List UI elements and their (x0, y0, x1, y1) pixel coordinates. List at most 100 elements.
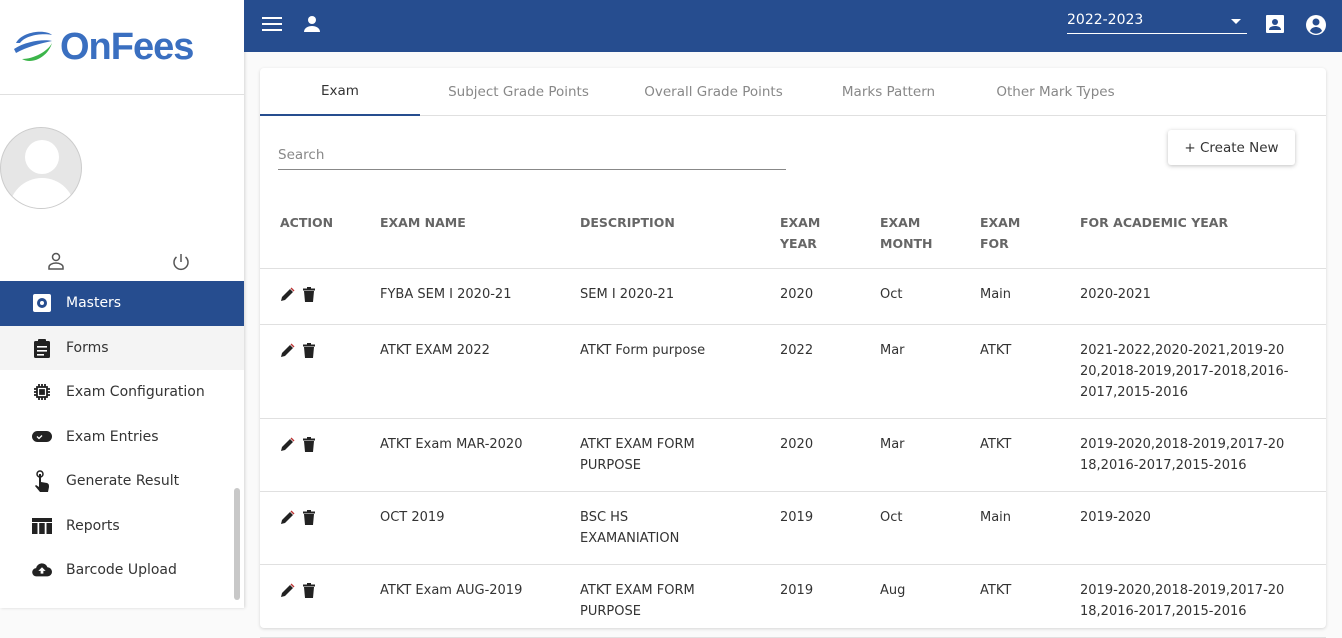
table-row: FYBA SEM I 2020-21 SEM I 2020-21 2020 Oct Ma… (260, 268, 1326, 325)
touch-icon (32, 470, 52, 493)
exam-year-cell: 2020 (760, 418, 860, 492)
exam-for-cell: ATKT (960, 324, 1060, 419)
academic-year-cell: 2019-2020 (1060, 491, 1326, 565)
avatar (0, 127, 82, 209)
topbar: 2022-2023 (244, 0, 1342, 52)
table-row: OCT 2019 BSC HS EXAMANIATION 2019 Oct Main 20… (260, 491, 1326, 565)
chip-icon (32, 382, 52, 402)
column-header: EXAM MONTH (860, 200, 960, 269)
exam-name-cell: ATKT EXAM 2022 (360, 324, 560, 419)
edit-icon[interactable] (280, 343, 295, 365)
delete-icon[interactable] (303, 437, 315, 459)
account-circle-icon[interactable] (1305, 14, 1327, 40)
tab-subject-grade-points[interactable]: Subject Grade Points (448, 84, 589, 100)
column-header: DESCRIPTION (560, 200, 760, 269)
description-cell: ATKT EXAM FORM PURPOSE (560, 418, 760, 492)
table-row: ATKT Exam AUG-2019 ATKT EXAM FORM PURPOSE… (260, 564, 1326, 638)
sidebar-item-label: Masters (66, 295, 122, 312)
edit-icon[interactable] (280, 437, 295, 459)
table-icon (32, 516, 52, 536)
sidebar-item-label: Generate Result (66, 473, 180, 490)
academic-year-cell: 2019-2020,2018-2019,2017-2018,2016-2017,… (1060, 418, 1326, 492)
column-header-label: EXAM FOR (980, 215, 1021, 251)
sidebar-item-label: Reports (66, 517, 120, 534)
tab-bar: Exam Subject Grade Points Overall Grade Po… (260, 68, 1326, 116)
tab-other-mark-types[interactable]: Other Mark Types (996, 84, 1115, 100)
delete-icon[interactable] (303, 343, 315, 365)
description-cell: ATKT Form purpose (560, 324, 760, 419)
onfees-logo-icon (14, 31, 52, 62)
exam-table: ACTION EXAM NAME DESCRIPTION EXAM YEAR EXAM … (260, 200, 1326, 638)
exam-name-cell: ATKT Exam MAR-2020 (360, 418, 560, 492)
tab-marks-pattern[interactable]: Marks Pattern (841, 84, 936, 100)
column-header: ACTION (260, 200, 360, 269)
sidebar-item-label: Exam Configuration (66, 384, 205, 401)
exam-for-cell: Main (960, 491, 1060, 565)
exam-month-cell: Mar (860, 418, 960, 492)
sidebar-item-exam-configuration[interactable]: Exam Configuration (0, 370, 244, 415)
power-icon[interactable] (171, 252, 191, 276)
exam-year-cell: 2020 (760, 268, 860, 325)
academic-year-select[interactable]: 2022-2023 (1067, 10, 1247, 34)
exam-name-cell: FYBA SEM I 2020-21 (360, 268, 560, 325)
exam-month-cell: Mar (860, 324, 960, 419)
exam-year-cell: 2019 (760, 564, 860, 638)
search-input[interactable]: Search (278, 145, 786, 170)
description-cell: SEM I 2020-21 (560, 268, 760, 325)
sidebar-item-forms[interactable]: Forms (0, 325, 244, 370)
edit-icon[interactable] (280, 287, 295, 309)
sidebar-scrollbar[interactable] (234, 488, 240, 600)
column-header-label: FOR ACADEMIC YEAR (1080, 215, 1229, 230)
table-row: ATKT Exam MAR-2020 ATKT EXAM FORM PURPOSE… (260, 418, 1326, 492)
sidebar-item-exam-entries[interactable]: Exam Entries (0, 415, 244, 460)
caret-down-icon (1231, 19, 1241, 24)
contact-card-icon[interactable] (1265, 14, 1285, 38)
delete-icon[interactable] (303, 287, 315, 309)
exam-for-cell: ATKT (960, 418, 1060, 492)
column-header-label: EXAM MONTH (880, 215, 933, 251)
column-header-label: EXAM YEAR (780, 215, 821, 251)
search-placeholder: Search (278, 147, 325, 163)
tab-overall-grade-points[interactable]: Overall Grade Points (644, 84, 783, 100)
sidebar: OnFees Masters Forms Exam Configuration Exa… (0, 0, 244, 608)
edit-icon[interactable] (280, 510, 295, 532)
sidebar-item-label: Exam Entries (66, 428, 159, 445)
column-header: EXAM NAME (360, 200, 560, 269)
exam-for-cell: Main (960, 268, 1060, 325)
column-header: FOR ACADEMIC YEAR (1060, 200, 1326, 269)
user-icon[interactable] (303, 15, 321, 37)
column-header-label: EXAM NAME (380, 215, 466, 230)
academic-year-value: 2022-2023 (1067, 12, 1144, 28)
exam-month-cell: Oct (860, 491, 960, 565)
column-header-label: DESCRIPTION (580, 215, 675, 230)
logo[interactable]: OnFees (0, 0, 244, 95)
tab-exam[interactable]: Exam (260, 68, 420, 116)
exam-month-cell: Aug (860, 564, 960, 638)
delete-icon[interactable] (303, 510, 315, 532)
table-row: ATKT EXAM 2022 ATKT Form purpose 2022 Mar AT… (260, 324, 1326, 419)
sidebar-item-generate-result[interactable]: Generate Result (0, 459, 244, 504)
sidebar-item-masters[interactable]: Masters (0, 281, 244, 326)
settings-icon (32, 293, 52, 313)
edit-icon[interactable] (280, 583, 295, 605)
sidebar-item-reports[interactable]: Reports (0, 504, 244, 549)
toggle-check-icon (32, 427, 52, 447)
exam-year-cell: 2019 (760, 491, 860, 565)
create-new-button[interactable]: + Create New (1168, 130, 1295, 165)
sidebar-item-barcode-upload[interactable]: Barcode Upload (0, 548, 244, 593)
exam-name-cell: OCT 2019 (360, 491, 560, 565)
menu-icon[interactable] (262, 16, 282, 36)
academic-year-cell: 2021-2022,2020-2021,2019-2020,2018-2019,… (1060, 324, 1326, 419)
delete-icon[interactable] (303, 583, 315, 605)
column-header: EXAM FOR (960, 200, 1060, 269)
exam-name-cell: ATKT Exam AUG-2019 (360, 564, 560, 638)
exam-month-cell: Oct (860, 268, 960, 325)
clipboard-icon (32, 338, 52, 358)
exam-year-cell: 2022 (760, 324, 860, 419)
profile-icon[interactable] (47, 252, 65, 274)
sidebar-item-label: Forms (66, 339, 109, 356)
academic-year-cell: 2020-2021 (1060, 268, 1326, 325)
description-cell: ATKT EXAM FORM PURPOSE (560, 564, 760, 638)
column-header: EXAM YEAR (760, 200, 860, 269)
column-header-label: ACTION (280, 215, 334, 230)
